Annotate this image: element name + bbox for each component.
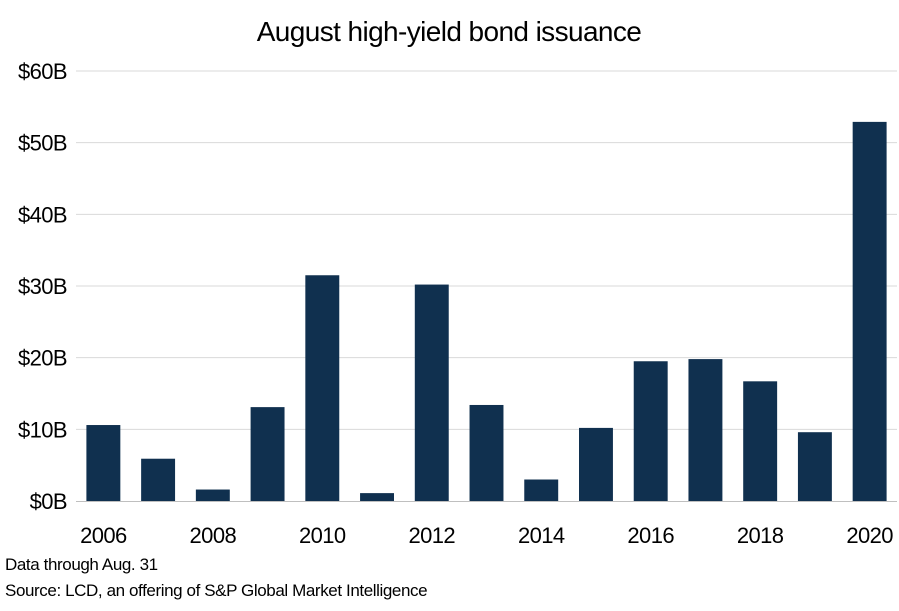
- x-tick-label: 2018: [737, 523, 784, 548]
- bars: [86, 121, 887, 501]
- bar-2018: [743, 381, 778, 501]
- x-axis-tick-labels: 2006 2008 2010 2012 2014 2016 2018 2020: [80, 523, 894, 548]
- gridlines: [76, 70, 897, 430]
- bar-2007: [141, 458, 176, 501]
- bar-2020: [852, 121, 887, 501]
- bar-2008: [195, 489, 230, 501]
- y-tick-label: $0B: [30, 489, 67, 514]
- y-tick-label: $50B: [18, 131, 67, 156]
- x-tick-label: 2014: [518, 523, 565, 548]
- bar-2012: [414, 284, 449, 501]
- bar-2014: [524, 479, 559, 501]
- chart-title: August high-yield bond issuance: [257, 16, 642, 47]
- y-tick-label: $30B: [18, 274, 67, 299]
- x-tick-label: 2020: [846, 523, 893, 548]
- x-tick-label: 2006: [80, 523, 127, 548]
- x-tick-label: 2016: [627, 523, 674, 548]
- x-tick-label: 2008: [190, 523, 237, 548]
- bar-2010: [305, 275, 340, 501]
- bar-2019: [797, 432, 832, 501]
- bar-2017: [688, 359, 723, 501]
- bar-2011: [360, 493, 395, 501]
- x-tick-label: 2010: [299, 523, 346, 548]
- bar-2015: [578, 427, 613, 501]
- bar-2013: [469, 404, 504, 501]
- data-note: Data through Aug. 31: [5, 555, 158, 574]
- x-tick-label: 2012: [408, 523, 455, 548]
- bar-2009: [250, 407, 285, 501]
- bar-2016: [633, 361, 668, 501]
- source-note: Source: LCD, an offering of S&P Global M…: [5, 581, 428, 600]
- y-tick-label: $20B: [18, 346, 67, 371]
- y-axis-tick-labels: $0B $10B $20B $30B $40B $50B $60B: [18, 59, 68, 514]
- y-tick-label: $60B: [18, 59, 67, 84]
- bar-2006: [86, 425, 121, 501]
- y-tick-label: $10B: [18, 417, 67, 442]
- y-tick-label: $40B: [18, 202, 67, 227]
